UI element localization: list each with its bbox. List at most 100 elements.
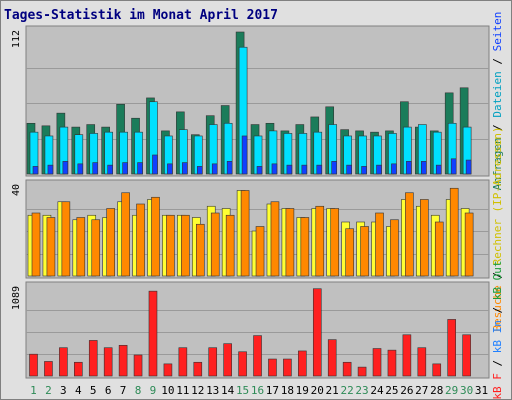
x-tick-label: 22 <box>340 384 353 397</box>
bar-kb-f <box>357 366 367 377</box>
x-tick-label: 14 <box>221 384 235 397</box>
legend-top: Anfragen / Dateien / Seiten <box>491 12 504 191</box>
bar-kb-f <box>178 347 188 377</box>
bar-kb-f <box>74 361 83 377</box>
bar-seiten <box>391 163 397 175</box>
chart-title: Tages-Statistik im Monat April 2017 <box>4 8 278 23</box>
bar-seiten <box>241 135 248 175</box>
legend-entry: / <box>491 300 504 320</box>
bar-seiten <box>137 162 143 175</box>
x-tick-label: 15 <box>236 384 249 397</box>
legend-entry: / <box>491 118 504 138</box>
bar-seiten <box>450 158 457 175</box>
legend-entry: kB Out <box>491 260 504 300</box>
bar-seiten <box>107 164 113 175</box>
x-tick-label: 23 <box>355 384 368 397</box>
x-tick-label: 19 <box>296 384 309 397</box>
bar-seiten <box>286 164 293 175</box>
bar-seiten <box>316 164 323 175</box>
bar-besuche <box>300 217 310 277</box>
x-tick-label: 21 <box>326 384 339 397</box>
x-tick-label: 28 <box>430 384 443 397</box>
bar-kb-f <box>59 347 68 377</box>
bar-kb-f <box>238 351 247 377</box>
bar-besuche <box>225 214 235 277</box>
bar-besuche <box>76 217 86 277</box>
x-tick-label: 16 <box>251 384 264 397</box>
x-tick-label: 11 <box>176 384 189 397</box>
bar-seiten <box>435 164 442 175</box>
y-max-label-2: 40 <box>11 184 22 196</box>
bar-seiten <box>421 161 427 175</box>
bar-kb-f <box>402 334 412 377</box>
y-max-label-1: 112 <box>11 30 22 48</box>
bar-besuche <box>136 203 145 277</box>
x-tick-label: 6 <box>105 384 112 397</box>
x-tick-label: 31 <box>475 384 488 397</box>
bar-seiten <box>406 161 412 175</box>
legend-middle: Besuche / Rechner (IP-Adressen) <box>491 126 504 331</box>
bar-seiten <box>331 161 338 175</box>
x-tick-label: 7 <box>120 384 127 397</box>
bar-kb-f <box>462 334 471 377</box>
legend-entry: kB F <box>491 373 504 400</box>
legend-entry: Rechner (IP-Adressen) <box>491 126 504 265</box>
bar-seiten <box>62 161 69 175</box>
bar-besuche <box>166 214 175 277</box>
x-tick-label: 9 <box>150 384 157 397</box>
bar-besuche <box>61 201 71 277</box>
bar-kb-f <box>342 361 352 377</box>
bar-seiten <box>152 154 158 175</box>
bar-besuche <box>345 228 354 277</box>
x-tick-label: 30 <box>460 384 473 397</box>
x-tick-label: 24 <box>370 384 384 397</box>
bar-besuche <box>434 221 444 277</box>
bar-besuche <box>405 192 414 277</box>
x-tick-label: 20 <box>311 384 324 397</box>
bar-kb-f <box>29 353 38 377</box>
bar-besuche <box>360 226 369 277</box>
bar-besuche <box>31 212 41 277</box>
x-tick-label: 5 <box>90 384 97 397</box>
bar-seiten <box>301 164 308 175</box>
x-tick-label: 13 <box>206 384 219 397</box>
bar-kb-f <box>447 319 456 377</box>
bar-besuche <box>270 201 280 277</box>
x-tick-label: 26 <box>400 384 413 397</box>
bar-besuche <box>464 212 474 277</box>
bar-besuche <box>375 212 384 277</box>
bar-kb-f <box>88 340 98 377</box>
bar-kb-f <box>283 358 292 377</box>
bar-kb-f <box>372 348 382 377</box>
x-tick-label: 2 <box>45 384 52 397</box>
bar-seiten <box>346 164 352 175</box>
bar-seiten <box>271 163 278 175</box>
bar-besuche <box>315 205 325 277</box>
bar-kb-f <box>118 344 128 377</box>
bar-besuche <box>46 217 56 277</box>
x-tick-label: 12 <box>191 384 204 397</box>
x-tick-label: 10 <box>161 384 174 397</box>
bar-besuche <box>240 190 250 277</box>
bar-besuche <box>420 199 429 277</box>
bar-kb-f <box>253 335 262 377</box>
bar-kb-f <box>268 358 277 377</box>
bar-seiten <box>196 166 203 175</box>
y-max-label-3: 1089 <box>11 286 22 310</box>
x-tick-label: 4 <box>75 384 82 397</box>
bar-besuche <box>285 208 295 277</box>
x-tick-label: 1 <box>30 384 37 397</box>
bar-seiten <box>211 163 218 175</box>
bar-kb-f <box>208 347 218 377</box>
legend-entry: / <box>491 265 504 285</box>
bar-seiten <box>226 161 233 175</box>
bar-besuche <box>106 208 115 277</box>
bar-besuche <box>390 219 399 277</box>
x-tick-label: 8 <box>135 384 142 397</box>
bar-seiten <box>47 164 54 175</box>
bar-kb-f <box>163 363 173 377</box>
bar-kb-f <box>417 347 427 377</box>
bar-besuche <box>449 187 459 277</box>
bar-kb-f <box>223 343 232 377</box>
